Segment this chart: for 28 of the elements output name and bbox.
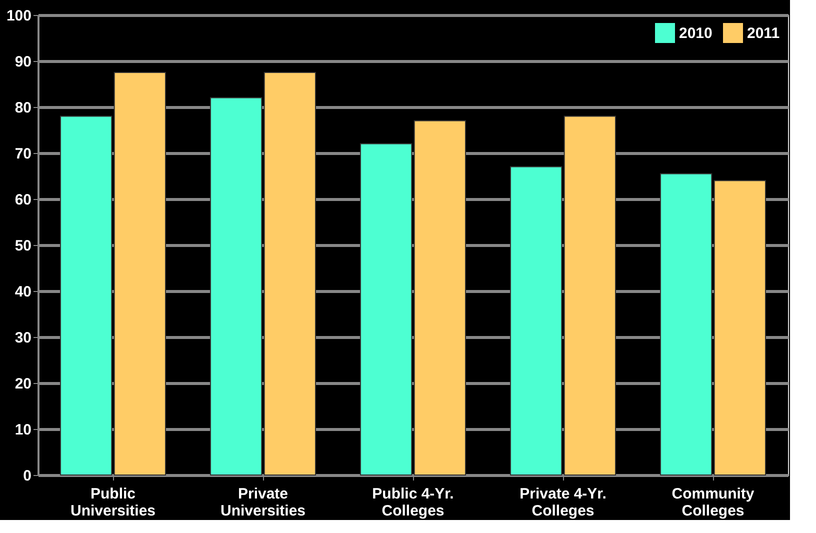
y-tick-label: 60 <box>14 192 32 208</box>
bar <box>60 116 112 476</box>
bar <box>360 143 412 476</box>
bar <box>210 97 262 476</box>
bar <box>510 166 562 476</box>
bar <box>714 180 766 476</box>
y-tick-label: 100 <box>6 8 32 24</box>
x-tick-label: Public 4-Yr. Colleges <box>372 486 454 520</box>
x-tick-label: Community Colleges <box>672 486 755 520</box>
y-tick-label: 0 <box>23 468 32 484</box>
bar <box>264 72 316 476</box>
y-tick-label: 20 <box>14 376 32 392</box>
y-tick-label: 80 <box>14 100 32 116</box>
y-tick-label: 30 <box>14 330 32 346</box>
legend-label: 2011 <box>747 25 780 42</box>
bar <box>564 116 616 476</box>
bar <box>660 173 712 476</box>
y-tick-label: 50 <box>14 238 32 254</box>
y-tick-label: 40 <box>14 284 32 300</box>
bar <box>414 120 466 476</box>
x-tick-label: Private Universities <box>220 486 306 520</box>
x-tick-label: Private 4-Yr. Colleges <box>520 486 606 520</box>
x-tick-label: Public Universities <box>70 486 156 520</box>
y-tick-label: 10 <box>14 422 32 438</box>
y-tick-label: 70 <box>14 146 32 162</box>
bar <box>114 72 166 476</box>
y-tick-label: 90 <box>14 54 32 70</box>
legend-label: 2010 <box>679 25 712 42</box>
